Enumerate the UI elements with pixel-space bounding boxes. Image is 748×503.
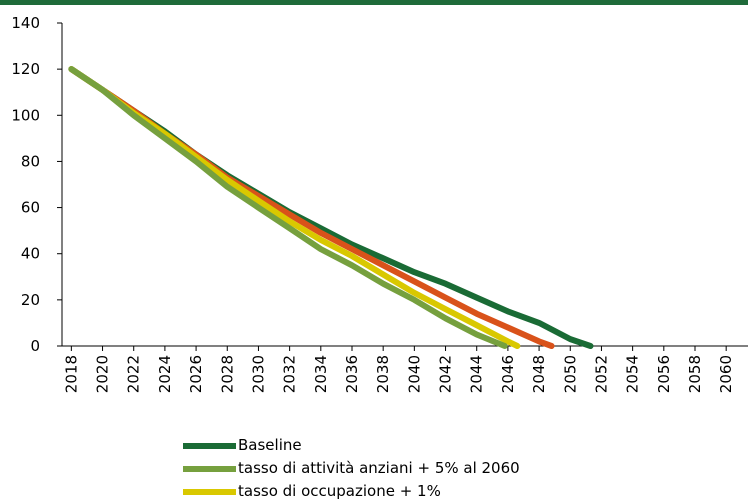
legend-swatch-occupazione: [183, 488, 236, 495]
y-tick-label: 40: [21, 245, 40, 263]
series-line-3: [68, 66, 555, 349]
x-tick-label: 2034: [312, 355, 330, 393]
x-tick-label: 2018: [62, 355, 80, 393]
x-tick-label: 2030: [249, 355, 267, 393]
legend-label-baseline: Baseline: [238, 436, 302, 454]
y-tick-label: 80: [21, 152, 40, 170]
legend-label-occupazione: tasso di occupazione + 1%: [238, 482, 441, 500]
legend-item-anziani: tasso di attività anziani + 5% al 2060: [183, 457, 520, 480]
legend-swatch-baseline: [183, 442, 236, 449]
series-line-0: [68, 66, 594, 349]
x-tick-label: 2036: [343, 355, 361, 393]
x-tick-label: 2020: [94, 355, 112, 393]
x-tick-label: 2024: [156, 355, 174, 393]
x-tick-label: 2056: [655, 355, 673, 393]
x-tick-label: 2044: [468, 355, 486, 393]
x-tick-label: 2054: [624, 355, 642, 393]
y-tick-label: 100: [11, 106, 40, 124]
y-tick-label: 140: [11, 14, 40, 32]
x-tick-label: 2052: [592, 355, 610, 393]
x-tick-label: 2048: [530, 355, 548, 393]
x-tick-label: 2038: [374, 355, 392, 393]
legend-swatch-anziani: [183, 465, 236, 472]
series-line-1: [68, 66, 508, 349]
x-tick-label: 2032: [281, 355, 299, 393]
top-color-bar: [0, 0, 748, 5]
x-tick-label: 2040: [405, 355, 423, 393]
y-tick-label: 0: [30, 337, 40, 355]
chart-series: [68, 66, 594, 349]
legend: Baseline tasso di attività anziani + 5% …: [183, 434, 520, 503]
legend-item-baseline: Baseline: [183, 434, 520, 457]
y-tick-label: 20: [21, 291, 40, 309]
x-tick-label: 2022: [125, 355, 143, 393]
x-tick-label: 2028: [218, 355, 236, 393]
x-tick-label: 2046: [499, 355, 517, 393]
x-tick-label: 2050: [561, 355, 579, 393]
x-tick-label: 2058: [686, 355, 704, 393]
x-tick-label: 2042: [437, 355, 455, 393]
x-tick-label: 2060: [717, 355, 735, 393]
x-tick-label: 2026: [187, 355, 205, 393]
y-tick-label: 120: [11, 60, 40, 78]
y-tick-label: 60: [21, 199, 40, 217]
legend-item-occupazione: tasso di occupazione + 1%: [183, 480, 520, 503]
legend-label-anziani: tasso di attività anziani + 5% al 2060: [238, 459, 520, 477]
